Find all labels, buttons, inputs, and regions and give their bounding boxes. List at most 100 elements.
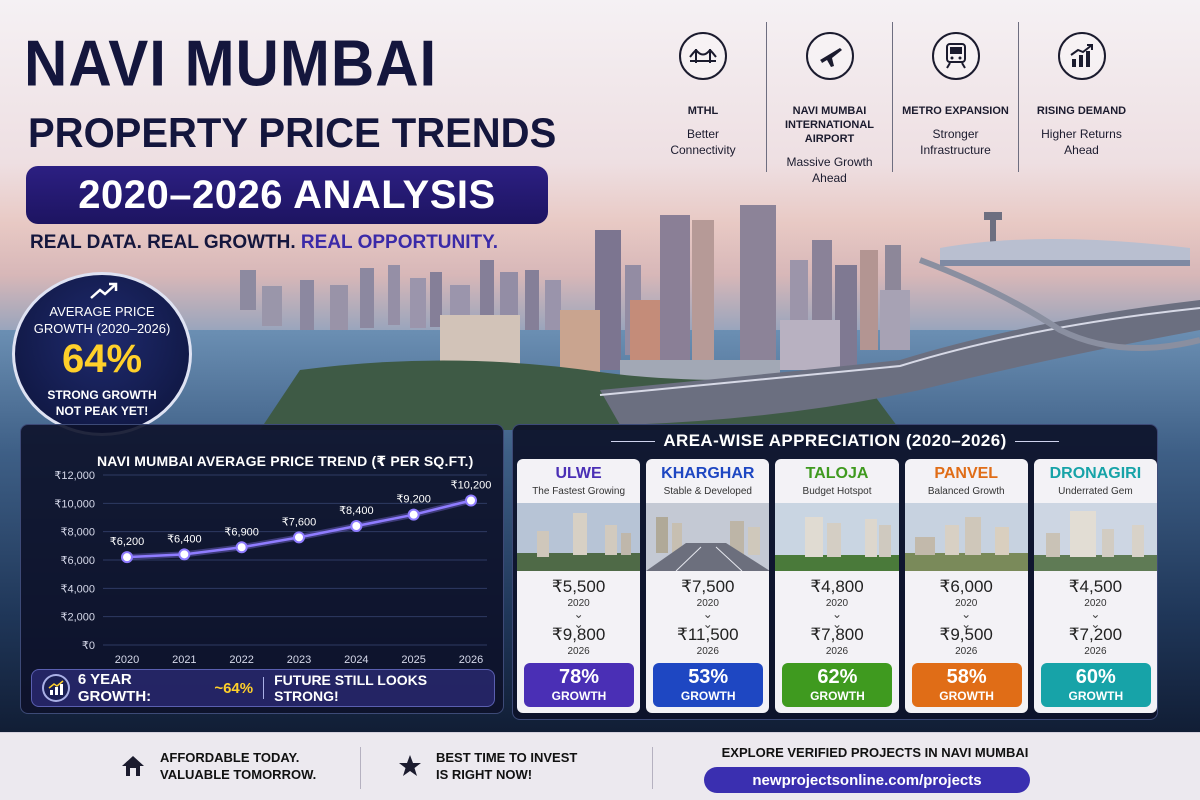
- year-2026: 2026: [696, 646, 719, 657]
- growth-chart-icon: [42, 674, 70, 702]
- footer-bar: AFFORDABLE TODAY. VALUABLE TOMORROW. BES…: [0, 732, 1200, 800]
- year-2020: 2020: [955, 598, 978, 609]
- feature-sub-line1: Higher Returns: [1041, 127, 1122, 141]
- data-label: ₹6,900: [224, 526, 259, 538]
- price-trend-chart-panel: ₹0 ₹2,000 ₹4,000 ₹6,000 ₹8,000 ₹10,000 ₹12,000…: [20, 424, 504, 714]
- footer-invest: BEST TIME TO INVEST IS RIGHT NOW!: [398, 749, 577, 783]
- feature-title-line1: METRO EXPANSION: [902, 105, 1009, 117]
- tagline-accent: REAL OPPORTUNITY.: [300, 232, 498, 253]
- footer-divider: [652, 747, 653, 789]
- feature-sub-line2: Ahead: [812, 171, 847, 185]
- data-point: [178, 548, 191, 561]
- x-tick-label: 2026: [459, 654, 483, 665]
- metro-train-icon: [931, 32, 980, 80]
- growth-label: 6 YEAR GROWTH:: [77, 671, 152, 705]
- growth-badge-label-line1: AVERAGE PRICE: [49, 304, 155, 319]
- price-2020: ₹6,000: [939, 577, 993, 596]
- city-skyline-illustration: [240, 205, 1200, 430]
- feature-title: MTHL: [640, 104, 766, 118]
- price-2020: ₹4,500: [1068, 577, 1123, 596]
- y-tick-label: ₹8,000: [60, 527, 95, 539]
- feature-mthl: MTHL Better Connectivity: [640, 22, 766, 172]
- data-label: ₹7,600: [282, 516, 317, 528]
- year-2026: 2026: [1084, 646, 1107, 657]
- feature-title: NAVI MUMBAI INTERNATIONAL AIRPORT: [767, 104, 892, 146]
- year-2026: 2026: [825, 646, 849, 657]
- year-2026: 2026: [567, 646, 590, 657]
- y-tick-label: ₹6,000: [60, 555, 95, 567]
- growth-badge: 60% GROWTH: [1040, 663, 1151, 707]
- area-card-kharghar: KHARGHAR Stable & Developed ₹7,500 2020 …: [646, 459, 770, 713]
- feature-subtitle: Higher Returns Ahead: [1019, 126, 1144, 158]
- data-label: ₹8,400: [339, 505, 374, 517]
- year-2020: 2020: [1084, 598, 1107, 609]
- price-2026: ₹7,200: [1068, 625, 1123, 644]
- growth-text: GROWTH: [1068, 689, 1124, 703]
- data-point: [121, 551, 133, 564]
- house-icon: [122, 756, 144, 776]
- analysis-banner: 2020–2026 ANALYSIS: [26, 166, 548, 224]
- area-section-title: AREA-WISE APPRECIATION (2020–2026): [513, 431, 1157, 451]
- x-tick-label: 2022: [229, 654, 253, 665]
- area-name: PANVEL: [934, 465, 999, 482]
- feature-highlights: MTHL Better Connectivity NAVI MUMBAI INT…: [640, 22, 1200, 185]
- growth-value: ~64%: [214, 679, 254, 697]
- page-subtitle: PROPERTY PRICE TRENDS: [28, 110, 557, 157]
- y-tick-label: ₹2,000: [60, 612, 95, 624]
- data-point: [235, 541, 248, 554]
- feature-sub-line1: Better: [686, 127, 719, 141]
- feature-title-line1: RISING DEMAND: [1036, 105, 1127, 117]
- growth-badge-label: AVERAGE PRICE GROWTH (2020–2026): [15, 303, 189, 337]
- growth-note: FUTURE STILL LOOKS STRONG!: [274, 672, 428, 704]
- price-2020: ₹4,800: [810, 577, 864, 596]
- feature-title-line1: NAVI MUMBAI: [792, 105, 867, 117]
- area-card-dronagiri: DRONAGIRI Underrated Gem ₹4,500 2020 ⌄ ⌄ …: [1033, 459, 1158, 713]
- divider: [263, 677, 265, 699]
- footer-affordable-line2: VALUABLE TOMORROW.: [160, 767, 317, 782]
- y-tick-label: ₹4,000: [60, 583, 95, 595]
- footer-affordable: AFFORDABLE TODAY. VALUABLE TOMORROW.: [120, 749, 316, 783]
- area-photo: [646, 503, 770, 571]
- x-tick-label: 2023: [287, 654, 311, 665]
- chevron-down-icon: ⌄ ⌄: [961, 607, 972, 631]
- feature-airport: NAVI MUMBAI INTERNATIONAL AIRPORT Massiv…: [766, 22, 892, 185]
- y-tick-label: ₹0: [82, 640, 95, 652]
- chevron-down-icon: ⌄ ⌄: [1090, 607, 1101, 631]
- price-2026: ₹9,500: [939, 625, 993, 644]
- y-tick-label: ₹10,000: [54, 498, 95, 510]
- feature-subtitle: Stronger Infrastructure: [893, 126, 1018, 158]
- area-card-ulwe: ULWE The Fastest Growing ₹5,500 2020 ⌄ ⌄ …: [517, 459, 641, 713]
- feature-title: METRO EXPANSION: [893, 104, 1018, 118]
- growth-badge: 62% GROWTH: [782, 663, 893, 707]
- tagline: REAL DATA. REAL GROWTH. REAL OPPORTUNITY…: [30, 232, 498, 254]
- growth-text: GROWTH: [810, 689, 865, 703]
- growth-text: GROWTH: [680, 689, 736, 703]
- area-subtitle: The Fastest Growing: [532, 486, 625, 497]
- growth-text: GROWTH: [551, 689, 607, 703]
- price-2026: ₹11,500: [677, 625, 739, 644]
- growth-percent: 62%: [817, 666, 858, 688]
- data-label: ₹10,200: [451, 480, 492, 492]
- footer-affordable-text: AFFORDABLE TODAY. VALUABLE TOMORROW.: [160, 749, 316, 783]
- feature-sub-line2: Infrastructure: [920, 143, 991, 157]
- chart-title: NAVI MUMBAI AVERAGE PRICE TREND (₹ PER S…: [97, 453, 474, 469]
- growth-percent: 58%: [946, 666, 987, 688]
- projects-link[interactable]: newprojectsonline.com/projects: [704, 767, 1030, 793]
- area-name: DRONAGIRI: [1049, 465, 1142, 482]
- growth-percent: 53%: [688, 666, 729, 688]
- series-line-glow: [126, 497, 472, 561]
- feature-subtitle: Massive Growth Ahead: [767, 154, 892, 186]
- chevron-down-icon: ⌄ ⌄: [831, 607, 843, 631]
- data-point: [407, 508, 420, 521]
- area-photo: [775, 503, 899, 571]
- area-name: ULWE: [555, 465, 602, 482]
- feature-rising-demand: RISING DEMAND Higher Returns Ahead: [1018, 22, 1144, 172]
- page-title: NAVI MUMBAI: [24, 27, 438, 100]
- area-name: TALOJA: [805, 465, 869, 482]
- growth-badge-sub-line1: STRONG GROWTH: [47, 388, 157, 402]
- data-point: [465, 494, 477, 507]
- growth-badge: 53% GROWTH: [653, 663, 764, 707]
- area-appreciation-panel: AREA-WISE APPRECIATION (2020–2026) ULWE …: [512, 424, 1158, 720]
- growth-badge-value: 64%: [61, 337, 143, 381]
- tagline-main: REAL DATA. REAL GROWTH.: [30, 232, 296, 253]
